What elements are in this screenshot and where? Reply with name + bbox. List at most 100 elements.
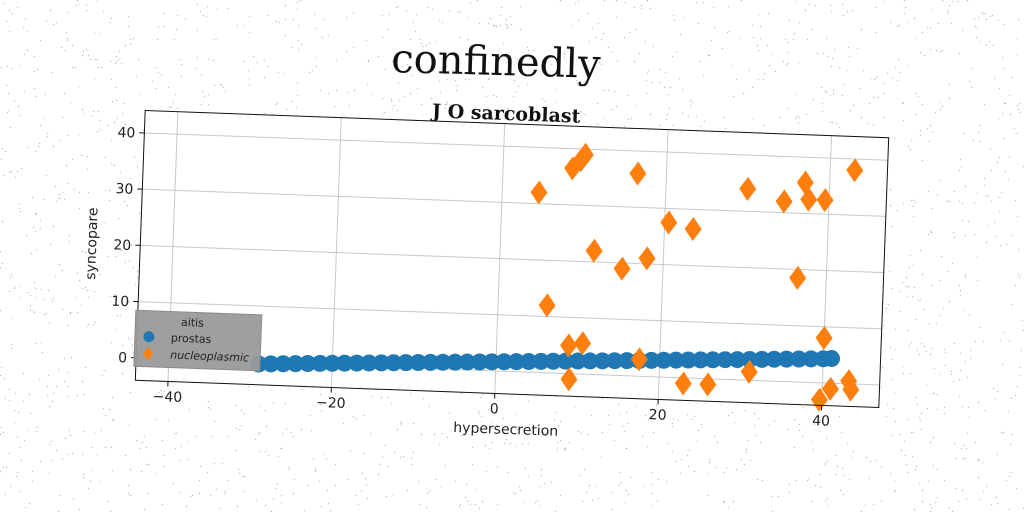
data-point-nucleoplasmic <box>739 176 757 201</box>
data-point-prostas <box>458 353 476 371</box>
data-point-nucleoplasmic <box>530 180 548 205</box>
y-tick-label: 10 <box>111 294 129 311</box>
data-point-prostas <box>311 354 329 372</box>
data-point-prostas <box>471 353 489 371</box>
x-tick-label: −20 <box>316 395 346 412</box>
legend-label-nucleoplasmic: nucleoplasmic <box>170 349 249 365</box>
data-point-nucleoplasmic <box>740 359 758 384</box>
data-point-prostas <box>323 354 341 372</box>
y-gridline <box>144 132 888 161</box>
data-point-prostas <box>507 353 525 371</box>
data-point-nucleoplasmic <box>660 210 678 235</box>
data-point-prostas <box>372 354 390 372</box>
data-point-nucleoplasmic <box>789 265 807 290</box>
data-point-prostas <box>716 351 734 369</box>
data-point-prostas <box>581 352 599 370</box>
y-gridline <box>140 244 884 274</box>
data-point-prostas <box>286 355 304 373</box>
data-point-nucleoplasmic <box>674 371 692 396</box>
legend-entries: prostas nucleoplasmic <box>143 331 249 365</box>
data-point-prostas <box>642 351 660 369</box>
data-point-prostas <box>618 352 636 370</box>
plot-area: −40 −20 0 20 40 0 10 20 30 40 hypersecretion sync… <box>83 109 890 440</box>
data-point-prostas <box>544 352 562 370</box>
data-point-prostas <box>520 352 538 370</box>
data-point-prostas <box>667 351 685 369</box>
data-point-nucleoplasmic <box>630 347 648 372</box>
data-point-prostas <box>679 351 697 369</box>
data-point-prostas <box>569 352 587 370</box>
data-point-prostas <box>409 354 427 372</box>
data-point-nucleoplasmic <box>684 217 702 242</box>
legend-marker-prostas <box>143 331 155 343</box>
data-point-nucleoplasmic <box>815 325 833 350</box>
data-point-prostas <box>532 352 550 370</box>
data-point-nucleoplasmic <box>821 376 839 401</box>
legend-title: aitis <box>181 316 205 330</box>
data-point-prostas <box>741 350 759 368</box>
data-point-prostas <box>299 355 317 373</box>
data-point-nucleoplasmic <box>613 256 631 281</box>
data-point-prostas <box>336 354 354 372</box>
y-tick-label: 0 <box>118 350 128 366</box>
data-point-prostas <box>495 353 513 371</box>
y-tick-label: 30 <box>115 181 133 198</box>
data-point-prostas <box>348 354 366 372</box>
data-point-prostas <box>606 352 624 370</box>
data-point-nucleoplasmic <box>699 372 717 397</box>
data-point-prostas <box>802 350 820 368</box>
data-point-nucleoplasmic <box>816 188 834 213</box>
y-gridline <box>142 188 886 217</box>
data-point-nucleoplasmic <box>629 161 647 186</box>
x-tick-label: −40 <box>152 389 182 406</box>
data-point-prostas <box>483 353 501 371</box>
x-axis-label: hypersecretion <box>453 420 558 440</box>
data-point-prostas <box>360 354 378 372</box>
data-point-nucleoplasmic <box>574 331 592 356</box>
legend-box <box>133 309 263 372</box>
ticks: −40 −20 0 20 40 0 10 20 30 40 <box>111 125 830 430</box>
data-point-prostas <box>397 354 415 372</box>
data-point-prostas <box>434 353 452 371</box>
data-point-prostas <box>274 355 292 373</box>
data-point-prostas <box>753 350 771 368</box>
data-point-nucleoplasmic <box>800 187 818 212</box>
data-point-nucleoplasmic <box>846 158 864 183</box>
data-point-prostas <box>446 353 464 371</box>
data-point-nucleoplasmic <box>576 142 594 167</box>
x-tick-label: 40 <box>812 413 830 430</box>
legend: aitis prostas nucleoplasmic <box>133 309 263 372</box>
data-point-prostas <box>593 352 611 370</box>
data-point-prostas <box>262 355 280 373</box>
data-point-nucleoplasmic <box>585 238 603 263</box>
data-point-prostas <box>777 350 795 368</box>
data-point-prostas <box>557 352 575 370</box>
series-layer <box>250 142 864 412</box>
data-point-prostas <box>728 351 746 369</box>
data-point-prostas <box>692 351 710 369</box>
y-axis-label: syncopare <box>83 207 102 280</box>
data-point-nucleoplasmic <box>560 333 578 358</box>
y-tick-label: 20 <box>113 237 131 254</box>
data-point-nucleoplasmic <box>638 246 656 271</box>
data-point-prostas <box>385 354 403 372</box>
y-gridline <box>138 301 882 330</box>
y-tick-label: 40 <box>117 125 135 142</box>
data-point-prostas <box>421 353 439 371</box>
legend-label-prostas: prostas <box>171 332 212 346</box>
data-point-nucleoplasmic <box>796 170 814 195</box>
data-point-nucleoplasmic <box>810 387 828 412</box>
data-point-prostas <box>655 351 673 369</box>
legend-marker-nucleoplasmic <box>143 346 154 361</box>
x-tick-label: 0 <box>489 401 499 417</box>
data-point-prostas <box>704 351 722 369</box>
data-point-nucleoplasmic <box>560 367 578 392</box>
data-point-prostas <box>823 350 841 368</box>
data-point-nucleoplasmic <box>842 377 860 402</box>
data-point-nucleoplasmic <box>538 293 556 318</box>
data-point-nucleoplasmic <box>775 189 793 214</box>
series-prostas <box>250 350 841 373</box>
data-point-prostas <box>765 350 783 368</box>
